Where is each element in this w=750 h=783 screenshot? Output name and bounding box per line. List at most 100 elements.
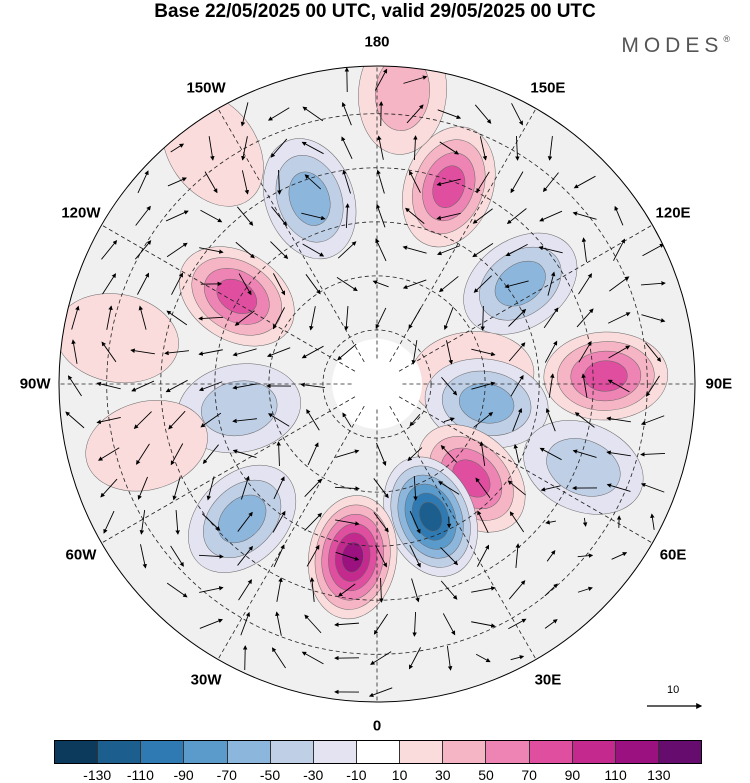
wind-arrow <box>472 242 494 258</box>
wind-arrow <box>344 306 349 331</box>
colorbar-swatch <box>486 741 530 763</box>
wind-arrow <box>479 136 488 161</box>
wind-arrow <box>405 207 425 224</box>
wind-arrow <box>440 547 459 566</box>
longitude-label-lon-150e: 150E <box>530 79 566 97</box>
wind-arrow <box>446 646 453 671</box>
wind-arrow <box>373 613 388 635</box>
anomaly-contour <box>85 400 208 492</box>
wind-arrow <box>337 241 357 259</box>
wind-arrow <box>411 578 420 603</box>
wind-arrow <box>376 203 386 228</box>
wind-arrow <box>375 307 387 329</box>
wind-arrow <box>412 611 417 637</box>
colorbar-tick-label: 110 <box>604 767 627 783</box>
wind-arrow <box>271 206 288 227</box>
wind-arrow <box>165 210 189 222</box>
anomaly-contour <box>494 260 546 307</box>
wind-arrow <box>334 622 360 627</box>
wind-arrow <box>471 381 496 390</box>
wind-arrow <box>374 68 388 91</box>
colorbar-swatch <box>141 741 185 763</box>
latitude-circle <box>106 113 648 655</box>
wind-arrow <box>334 486 360 491</box>
wind-arrow <box>235 241 255 259</box>
wind-arrow <box>606 416 631 423</box>
wind-arrow <box>164 350 189 356</box>
wind-arrow <box>409 170 421 193</box>
wind-arrow <box>515 135 520 161</box>
wind-arrow <box>266 347 291 358</box>
wind-arrow <box>236 206 254 226</box>
wind-arrow <box>234 310 255 326</box>
colorbar-tick-label: 90 <box>564 767 581 783</box>
longitude-label-lon-120w: 120W <box>61 204 101 222</box>
colorbar-tick-label: 10 <box>391 767 408 783</box>
wind-arrow <box>539 447 562 461</box>
longitude-label-lon-150w: 150W <box>186 79 226 97</box>
wind-arrow <box>443 306 454 331</box>
anomaly-positive <box>402 126 496 248</box>
wind-arrow <box>375 238 387 262</box>
wind-arrow <box>270 138 288 158</box>
colorbar-swatch <box>184 741 228 763</box>
wind-arrow <box>373 512 389 533</box>
anomaly-contour <box>217 494 267 544</box>
wind-arrow <box>373 478 389 499</box>
wind-arrow <box>611 552 628 560</box>
colorbar-swatch <box>313 741 357 763</box>
longitude-label-lon-30w: 30W <box>190 671 222 689</box>
wind-arrow <box>200 209 223 223</box>
wind-arrow <box>606 450 631 457</box>
colorbar-tick-label: 30 <box>435 767 451 783</box>
wind-arrow <box>442 613 456 636</box>
wind-arrow <box>338 583 356 597</box>
wind-arrow <box>301 651 324 665</box>
wind-arrow <box>304 512 322 531</box>
colorbar-tick-label: 50 <box>478 767 494 783</box>
longitude-label-lon-90e: 90E <box>705 375 733 393</box>
wind-arrow <box>409 510 421 534</box>
wind-arrow <box>201 513 221 531</box>
brand-name: MODES <box>621 34 724 57</box>
wind-arrow <box>409 544 421 568</box>
wind-arrow <box>505 243 528 257</box>
wind-arrow <box>574 412 595 428</box>
wind-arrow <box>342 169 351 194</box>
wind-arrow <box>581 373 588 398</box>
colorbar-tick-label: -110 <box>126 767 154 783</box>
wind-arrow <box>208 136 215 161</box>
anomaly-positive <box>178 246 295 347</box>
colorbar-swatch <box>443 741 487 763</box>
wind-arrow <box>609 276 630 292</box>
wind-arrow <box>170 143 185 153</box>
wind-arrow <box>206 476 215 501</box>
wind-arrow <box>170 443 184 466</box>
wind-arrow <box>379 577 384 603</box>
longitude-label-lon-60w: 60W <box>65 546 97 564</box>
wind-arrow <box>471 621 496 628</box>
wind-arrow <box>640 415 665 426</box>
wind-arrow <box>168 410 186 430</box>
wind-arrow <box>237 511 253 532</box>
colorbar-swatch <box>615 741 659 763</box>
wind-arrow <box>96 417 121 424</box>
anomaly-layer <box>59 66 669 620</box>
wind-arrow <box>548 373 555 398</box>
wind-arrow <box>268 413 290 427</box>
wind-arrow <box>175 510 180 535</box>
wind-arrow <box>336 277 358 292</box>
colorbar-tick-label: -50 <box>259 767 281 783</box>
longitude-label-lon-30e: 30E <box>534 671 562 689</box>
wind-arrow <box>335 551 360 561</box>
wind-arrow <box>304 174 322 190</box>
wind-arrow <box>140 544 147 569</box>
wind-arrow <box>335 449 360 458</box>
wind-arrow <box>409 647 421 670</box>
wind-arrow <box>441 376 458 396</box>
wind-arrow <box>504 280 529 289</box>
wind-arrow <box>200 412 222 428</box>
wind-arrow <box>641 281 666 286</box>
wind-arrow <box>582 517 588 527</box>
wind-arrow <box>272 307 285 330</box>
